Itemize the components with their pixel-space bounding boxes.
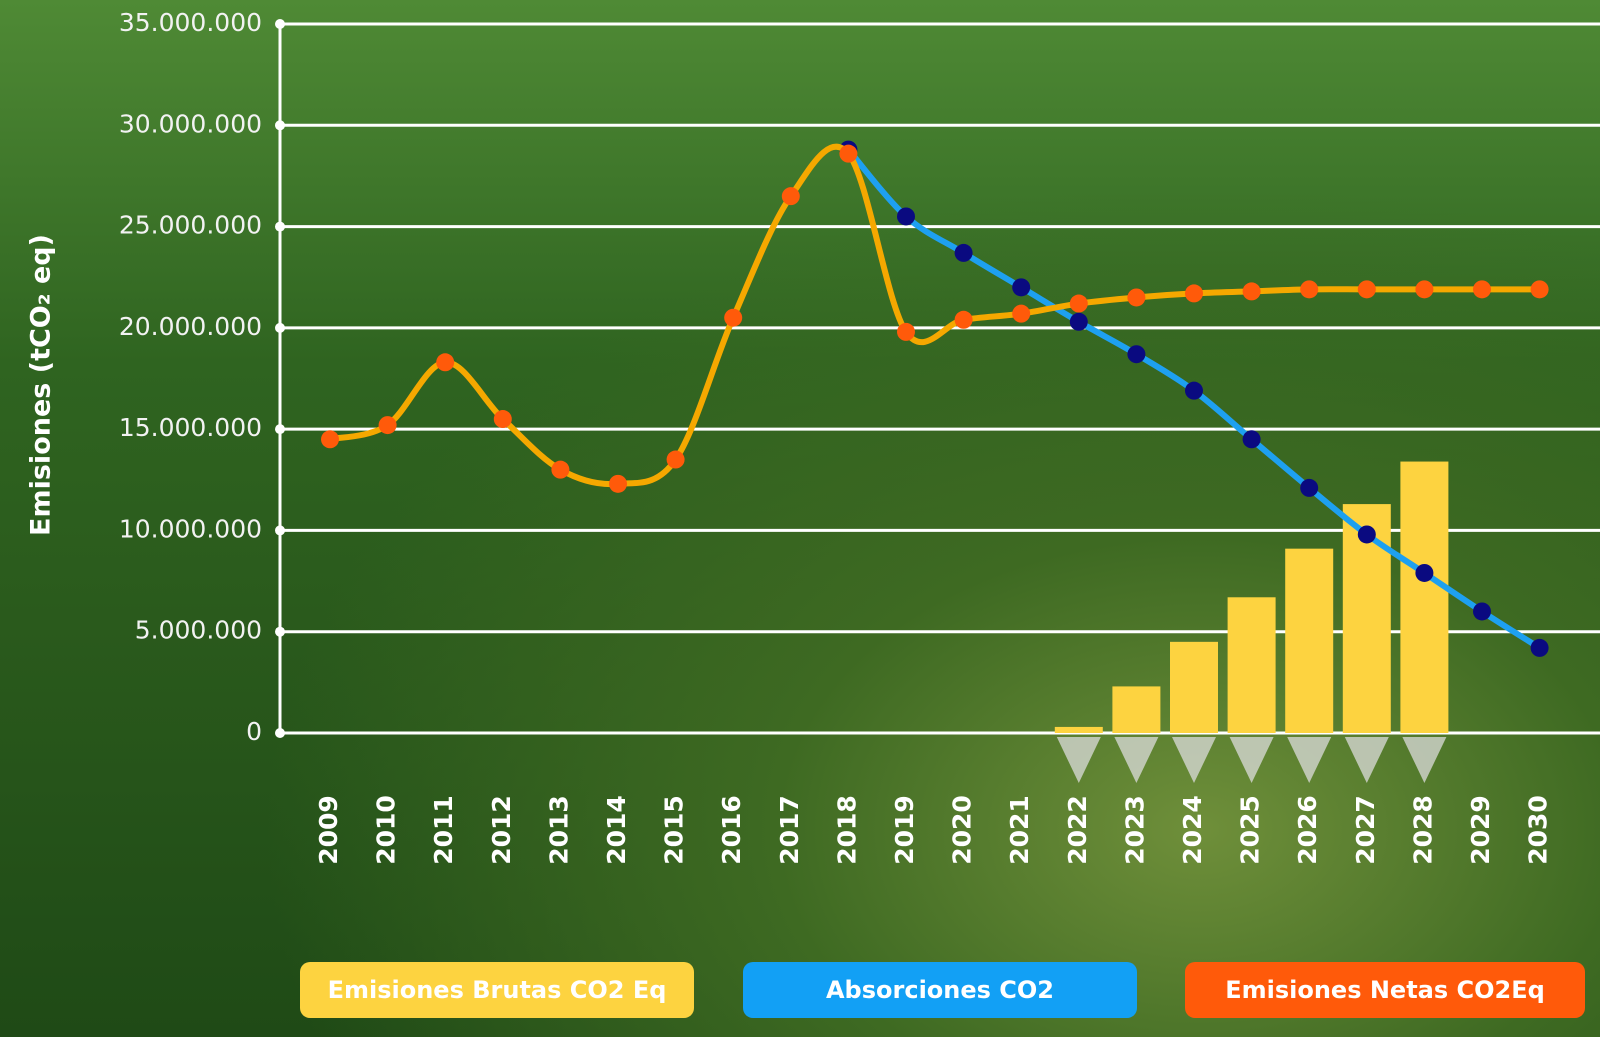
- marker: [1185, 381, 1203, 400]
- marker: [724, 308, 743, 327]
- marker: [1069, 312, 1088, 331]
- y-axis-label: Emisiones (tCO₂ eq): [26, 234, 57, 536]
- x-tick-label: 2026: [1293, 795, 1322, 865]
- x-tick-label: 2024: [1178, 795, 1207, 865]
- y-tick-dot: [275, 525, 285, 536]
- marker: [1185, 284, 1203, 303]
- bar: [1285, 548, 1334, 733]
- x-tick-label: 2023: [1120, 795, 1149, 865]
- x-tick-label: 2011: [429, 795, 458, 865]
- marker: [897, 207, 915, 226]
- marker: [666, 450, 685, 469]
- marker: [436, 353, 455, 372]
- bar: [1227, 597, 1276, 733]
- marker: [954, 243, 973, 262]
- marker: [1300, 478, 1319, 497]
- x-tick-label: 2030: [1524, 795, 1553, 865]
- marker: [1127, 288, 1146, 307]
- x-tick-label: 2028: [1408, 795, 1437, 865]
- legend-item: Emisiones Brutas CO2 Eq: [300, 962, 694, 1018]
- x-tick-label: 2018: [832, 795, 861, 865]
- marker: [1300, 280, 1319, 299]
- y-tick-dot: [275, 221, 285, 232]
- x-tick-label: 2022: [1063, 795, 1092, 865]
- marker: [321, 430, 339, 449]
- y-tick-label: 35.000.000: [119, 8, 262, 37]
- marker: [609, 474, 627, 493]
- bar-pointer: [1056, 737, 1101, 783]
- line: [327, 143, 1543, 488]
- x-tick-label: 2012: [487, 795, 516, 865]
- bar-pointer: [1172, 737, 1216, 783]
- legend-item: Absorciones CO2: [743, 962, 1137, 1018]
- marker: [1357, 280, 1376, 299]
- marker: [1069, 294, 1088, 313]
- marker: [781, 187, 800, 206]
- y-tick-dot: [275, 626, 285, 637]
- bar-pointer: [1229, 737, 1274, 783]
- x-tick-label: 2017: [775, 795, 804, 865]
- marker: [839, 144, 858, 163]
- y-tick-label: 20.000.000: [119, 312, 262, 341]
- y-tick-dot: [275, 19, 285, 29]
- marker: [1473, 602, 1491, 621]
- y-tick-label: 30.000.000: [119, 109, 262, 138]
- marker: [1242, 430, 1261, 449]
- y-tick-label: 15.000.000: [119, 413, 262, 442]
- bar: [1054, 726, 1103, 733]
- x-tick-label: 2021: [1005, 795, 1034, 865]
- y-tick-label: 25.000.000: [119, 211, 262, 240]
- marker: [1012, 278, 1031, 297]
- x-tick-label: 2020: [948, 795, 977, 865]
- marker: [1357, 525, 1376, 544]
- x-tick-label: 2015: [660, 795, 689, 865]
- x-tick-label: 2010: [372, 795, 401, 865]
- x-tick-label: 2009: [314, 795, 343, 865]
- marker: [493, 410, 512, 429]
- bar-pointer: [1402, 737, 1447, 783]
- x-tick-label: 2027: [1351, 795, 1380, 865]
- x-tick-label: 2029: [1466, 795, 1495, 865]
- y-tick-label: 5.000.000: [135, 616, 262, 645]
- x-tick-label: 2016: [717, 795, 746, 865]
- bar: [1400, 461, 1449, 733]
- x-tick-label: 2013: [544, 795, 573, 865]
- marker: [1530, 280, 1549, 299]
- marker: [1530, 638, 1549, 657]
- bar: [1170, 641, 1218, 733]
- y-tick-label: 10.000.000: [119, 514, 262, 543]
- x-tick-label: 2025: [1236, 795, 1265, 865]
- y-tick-dot: [275, 322, 285, 333]
- marker: [1415, 280, 1434, 299]
- marker: [1415, 563, 1434, 582]
- y-tick-dot: [275, 120, 285, 131]
- y-tick-label: 0: [246, 717, 262, 746]
- bar-pointer: [1114, 737, 1159, 783]
- marker: [551, 460, 570, 479]
- x-tick-label: 2014: [602, 795, 631, 865]
- bar: [1112, 686, 1161, 733]
- y-tick-dot: [275, 424, 285, 435]
- marker: [1012, 304, 1031, 323]
- marker: [378, 416, 397, 435]
- marker: [1473, 280, 1491, 299]
- marker: [1242, 282, 1261, 301]
- x-tick-label: 2019: [890, 795, 919, 865]
- marker: [1127, 345, 1146, 364]
- y-tick-dot: [275, 728, 285, 738]
- bar-pointer: [1344, 737, 1389, 783]
- marker: [954, 310, 973, 329]
- marker: [897, 322, 915, 341]
- bar-pointer: [1287, 737, 1332, 783]
- legend-item: Emisiones Netas CO2Eq: [1185, 962, 1585, 1018]
